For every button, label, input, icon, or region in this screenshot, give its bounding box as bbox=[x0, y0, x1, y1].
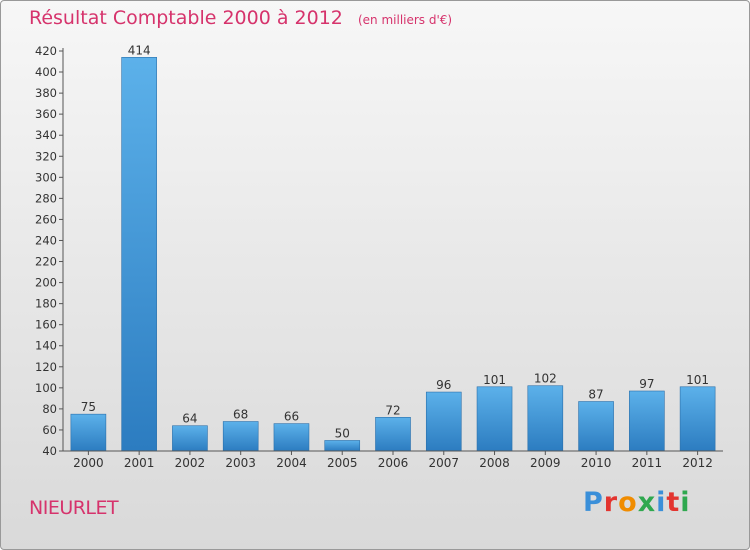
y-tick-label: 180 bbox=[35, 297, 57, 311]
x-tick-label: 2011 bbox=[632, 456, 663, 470]
y-tick-label: 280 bbox=[35, 191, 57, 205]
x-tick-label: 2001 bbox=[124, 456, 155, 470]
bar bbox=[222, 421, 259, 452]
data-label: 72 bbox=[385, 403, 400, 417]
bar bbox=[629, 390, 665, 452]
x-tick-label: 2005 bbox=[327, 456, 358, 470]
data-label: 97 bbox=[639, 377, 654, 391]
bar bbox=[578, 401, 614, 452]
data-label: 87 bbox=[588, 388, 603, 402]
chart-header: Résultat Comptable 2000 à 2012 (en milli… bbox=[29, 7, 452, 29]
proxiti-logo[interactable]: Proxiti bbox=[583, 487, 691, 518]
chart-unit-label: (en milliers d'€) bbox=[357, 13, 453, 27]
bar bbox=[425, 391, 462, 452]
y-tick-label: 300 bbox=[35, 170, 57, 184]
y-tick-label: 380 bbox=[35, 86, 57, 100]
y-axis: 40 60 80 100 120 140 160 180 200 220 240 260 280 300 3… bbox=[35, 44, 64, 458]
logo-letter: x bbox=[637, 487, 657, 518]
bars: 75 414 64 68 66 50 72 96 101 102 87 97 101 bbox=[70, 43, 716, 452]
data-label: 414 bbox=[128, 43, 151, 57]
x-tick-label: 2007 bbox=[428, 456, 459, 470]
y-tick-label: 220 bbox=[35, 255, 57, 269]
bar bbox=[527, 385, 564, 452]
bar bbox=[273, 423, 310, 452]
y-tick-label: 420 bbox=[35, 44, 57, 58]
bar bbox=[679, 386, 716, 452]
bar bbox=[375, 417, 411, 452]
x-tick-label: 2000 bbox=[73, 456, 104, 470]
logo-letter: i bbox=[656, 487, 667, 518]
logo-letter: r bbox=[603, 487, 619, 518]
x-tick-label: 2003 bbox=[225, 456, 256, 470]
y-tick-label: 340 bbox=[35, 128, 57, 142]
x-tick-label: 2009 bbox=[530, 456, 561, 470]
data-label: 50 bbox=[335, 426, 350, 440]
y-tick-label: 240 bbox=[35, 233, 57, 247]
y-tick-label: 360 bbox=[35, 107, 57, 121]
y-tick-label: 400 bbox=[35, 65, 57, 79]
x-tick-label: 2008 bbox=[479, 456, 510, 470]
logo-letter: P bbox=[583, 487, 604, 518]
data-label: 101 bbox=[483, 373, 506, 387]
data-label: 64 bbox=[182, 412, 197, 426]
y-tick-label: 80 bbox=[42, 402, 57, 416]
data-label: 96 bbox=[436, 378, 451, 392]
y-tick-label: 260 bbox=[35, 212, 57, 226]
y-tick-label: 40 bbox=[42, 444, 57, 458]
y-tick-label: 100 bbox=[35, 381, 57, 395]
bar bbox=[121, 57, 157, 452]
y-tick-label: 320 bbox=[35, 149, 57, 163]
x-tick-label: 2004 bbox=[276, 456, 307, 470]
data-label: 75 bbox=[81, 400, 96, 414]
x-tick-label: 2012 bbox=[682, 456, 713, 470]
data-label: 102 bbox=[534, 372, 557, 386]
x-tick-label: 2002 bbox=[175, 456, 206, 470]
y-tick-label: 160 bbox=[35, 318, 57, 332]
data-label: 68 bbox=[233, 408, 248, 422]
commune-name: NIEURLET bbox=[29, 497, 119, 519]
y-tick-label: 140 bbox=[35, 339, 57, 353]
bar bbox=[476, 386, 513, 452]
logo-letter: i bbox=[680, 487, 691, 518]
y-tick-label: 200 bbox=[35, 276, 57, 290]
bar bbox=[172, 425, 208, 452]
data-label: 101 bbox=[686, 373, 709, 387]
bar bbox=[70, 413, 107, 452]
y-tick-label: 60 bbox=[42, 423, 57, 437]
chart-title: Résultat Comptable 2000 à 2012 bbox=[29, 7, 343, 29]
x-axis: 2000 2001 2002 2003 2004 2005 2006 2007 2008 2009… bbox=[63, 450, 723, 470]
bar bbox=[324, 440, 361, 452]
data-label: 66 bbox=[284, 410, 299, 424]
x-tick-label: 2006 bbox=[378, 456, 409, 470]
logo-letter: t bbox=[666, 487, 681, 518]
logo-letter: o bbox=[618, 487, 638, 518]
y-tick-label: 120 bbox=[35, 360, 57, 374]
x-tick-label: 2010 bbox=[581, 456, 612, 470]
